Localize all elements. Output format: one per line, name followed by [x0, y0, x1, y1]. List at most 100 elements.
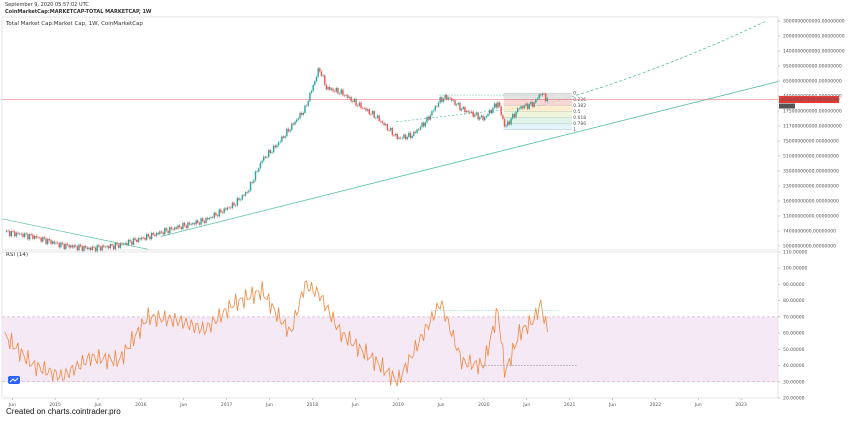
candle-body [426, 116, 428, 123]
candle-body [141, 237, 143, 240]
candle-body [343, 95, 346, 96]
candle-body [289, 129, 291, 132]
fib-level-label: 1 [573, 127, 576, 133]
candle-body [376, 115, 379, 118]
candle-body [304, 105, 306, 113]
candle-body [40, 237, 42, 242]
candle-body [312, 84, 314, 91]
candle-body [485, 116, 488, 118]
candle-body [366, 109, 369, 111]
candle-body [427, 116, 430, 120]
candle-body [391, 127, 394, 136]
candle-body [386, 124, 389, 131]
candle-body [513, 113, 516, 118]
price-axis-label: 3000000000000.00000000 [783, 19, 845, 25]
price-axis-label: 175000000000.00000000 [783, 109, 842, 115]
candle-body [131, 241, 133, 245]
candle-body [520, 106, 522, 109]
candle-body [230, 207, 232, 209]
price-axis-label: 11000000000.00000000 [783, 214, 839, 220]
candle-body [108, 246, 110, 249]
candle-body [225, 208, 227, 210]
candle-body [361, 107, 364, 109]
candle-body [322, 75, 324, 77]
candle-body [254, 171, 257, 181]
candle-body [380, 121, 382, 122]
candle-body [482, 115, 484, 121]
candle-body [272, 145, 275, 153]
candle-body [111, 244, 113, 246]
candle-body [353, 98, 356, 102]
candle-body [170, 227, 173, 230]
candle-body [497, 102, 499, 108]
candle-body [338, 93, 341, 95]
candle-body [70, 245, 72, 248]
candle-body [81, 246, 84, 251]
candle-body [399, 137, 402, 139]
candle-body [220, 209, 222, 213]
candle-body [409, 132, 412, 138]
candle-body [296, 119, 298, 122]
candle-body [418, 129, 420, 131]
candle-body [183, 222, 186, 226]
candle-body [137, 238, 140, 242]
candle-body [243, 195, 245, 196]
candle-body [345, 95, 347, 96]
candle-body [231, 202, 234, 209]
candle-body [442, 98, 445, 102]
candle-body [47, 239, 49, 245]
candle-body [185, 225, 187, 228]
candle-body [116, 243, 118, 245]
candle-body [99, 246, 102, 251]
candle-body [446, 94, 448, 100]
candle-body [144, 237, 146, 240]
candle-body [307, 101, 309, 106]
candle-body [332, 88, 334, 92]
footer-credit: Created on charts.cointrader.pro [6, 407, 121, 416]
rsi-axis-label: 60.00000 [783, 331, 805, 337]
candle-body [251, 181, 253, 183]
candle-body [475, 112, 478, 115]
candle-body [259, 162, 262, 169]
candle-body [406, 136, 408, 140]
candle-body [521, 106, 524, 109]
candle-body [103, 245, 105, 247]
candle-body [7, 230, 9, 232]
candle-body [266, 156, 268, 158]
candle-body [416, 129, 418, 133]
candle-body [528, 104, 530, 109]
support-dashed-line [396, 105, 534, 123]
candle-body [43, 237, 46, 239]
candle-body [309, 92, 311, 102]
time-axis-label: Jun [608, 402, 616, 408]
candle-body [434, 106, 436, 111]
candle-body [414, 131, 417, 133]
candle-body [60, 242, 62, 248]
candle-body [187, 222, 189, 228]
candle-body [28, 234, 31, 240]
candle-body [467, 110, 469, 112]
price-axis-label: 2000000000000.00000000 [783, 34, 845, 40]
candle-body [526, 103, 529, 109]
candle-body [30, 234, 32, 235]
candle-body [154, 234, 156, 236]
price-axis-label: 35000000000.00000000 [783, 169, 839, 175]
candle-body [320, 71, 323, 76]
candle-body [205, 217, 207, 223]
candle-body [109, 244, 112, 249]
price-axis-label: 23000000000.00000000 [783, 184, 839, 190]
candle-body [188, 222, 191, 225]
candle-body [200, 218, 202, 225]
candle-body [215, 212, 217, 216]
candle-body [348, 97, 351, 99]
candle-body [241, 195, 244, 200]
candle-body [363, 108, 366, 109]
candle-body [541, 93, 544, 96]
fib-level-label: 0.5 [573, 109, 580, 115]
candle-body [197, 220, 199, 223]
candle-body [175, 227, 178, 229]
rsi-pane-title: RSI (14) [6, 252, 28, 258]
candle-body [459, 102, 461, 111]
candle-body [50, 240, 52, 244]
